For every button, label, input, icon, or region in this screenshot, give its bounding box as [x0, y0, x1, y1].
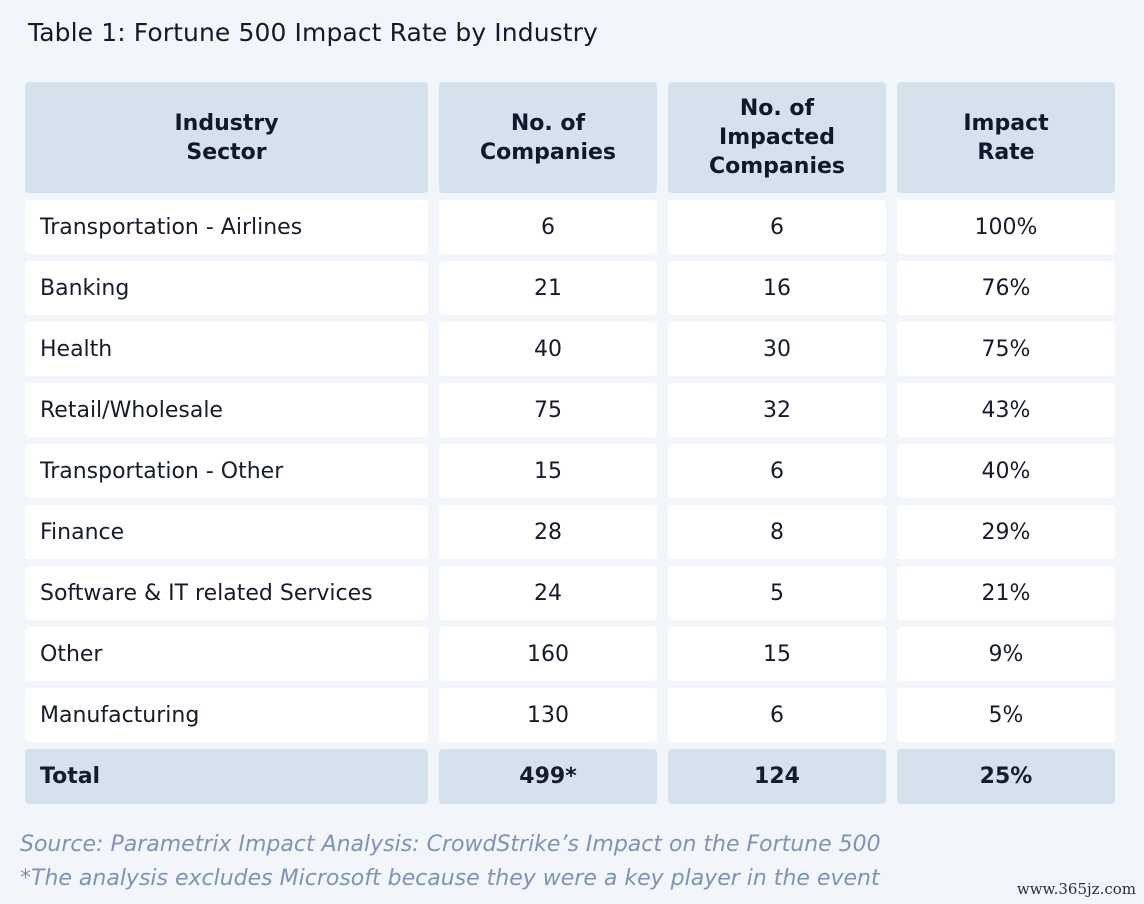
table-row-impacted: 32 [668, 383, 886, 437]
table-row-sector: Transportation - Airlines [25, 200, 428, 254]
table-row-rate: 5% [897, 688, 1115, 742]
table-row-sector: Software & IT related Services [25, 566, 428, 620]
watermark: www.365jz.com [1016, 880, 1136, 898]
table-row-sector: Manufacturing [25, 688, 428, 742]
table-row-rate: 21% [897, 566, 1115, 620]
table-row-rate: 75% [897, 322, 1115, 376]
table-row-sector: Transportation - Other [25, 444, 428, 498]
table-row-impacted: 5 [668, 566, 886, 620]
table-row-rate: 100% [897, 200, 1115, 254]
table-row-sector: Health [25, 322, 428, 376]
table-row-companies: 15 [439, 444, 657, 498]
header-impact-rate: Impact Rate [897, 82, 1115, 193]
table-row-companies: 160 [439, 627, 657, 681]
table-row-sector: Retail/Wholesale [25, 383, 428, 437]
table-title: Table 1: Fortune 500 Impact Rate by Indu… [28, 18, 598, 47]
table-row-companies: 75 [439, 383, 657, 437]
table-row-rate: 29% [897, 505, 1115, 559]
table-row-impacted: 6 [668, 200, 886, 254]
table-row-sector: Banking [25, 261, 428, 315]
table-row-impacted: 6 [668, 444, 886, 498]
table-row-rate: 40% [897, 444, 1115, 498]
table-row-sector: Finance [25, 505, 428, 559]
exclusion-footnote: *The analysis excludes Microsoft because… [20, 866, 880, 891]
table-row-impacted: 6 [668, 688, 886, 742]
table-row-companies: 40 [439, 322, 657, 376]
table-row-companies: 6 [439, 200, 657, 254]
header-industry-sector: Industry Sector [25, 82, 428, 193]
header-no-of-impacted-companies: No. of Impacted Companies [668, 82, 886, 193]
source-footnote: Source: Parametrix Impact Analysis: Crow… [20, 832, 881, 857]
table-row-companies: 28 [439, 505, 657, 559]
table-row-rate: 9% [897, 627, 1115, 681]
table-row-companies: 21 [439, 261, 657, 315]
table-row-rate: 76% [897, 261, 1115, 315]
table-row-sector: Other [25, 627, 428, 681]
table-row-impacted: 15 [668, 627, 886, 681]
table-row-impacted: 30 [668, 322, 886, 376]
table-row-companies: 130 [439, 688, 657, 742]
total-companies: 499* [439, 749, 657, 804]
impact-table: Industry Sector No. of Companies No. of … [25, 82, 1115, 804]
table-row-rate: 43% [897, 383, 1115, 437]
header-no-of-companies: No. of Companies [439, 82, 657, 193]
total-label: Total [25, 749, 428, 804]
total-rate: 25% [897, 749, 1115, 804]
table-row-impacted: 16 [668, 261, 886, 315]
total-impacted: 124 [668, 749, 886, 804]
table-row-companies: 24 [439, 566, 657, 620]
table-row-impacted: 8 [668, 505, 886, 559]
